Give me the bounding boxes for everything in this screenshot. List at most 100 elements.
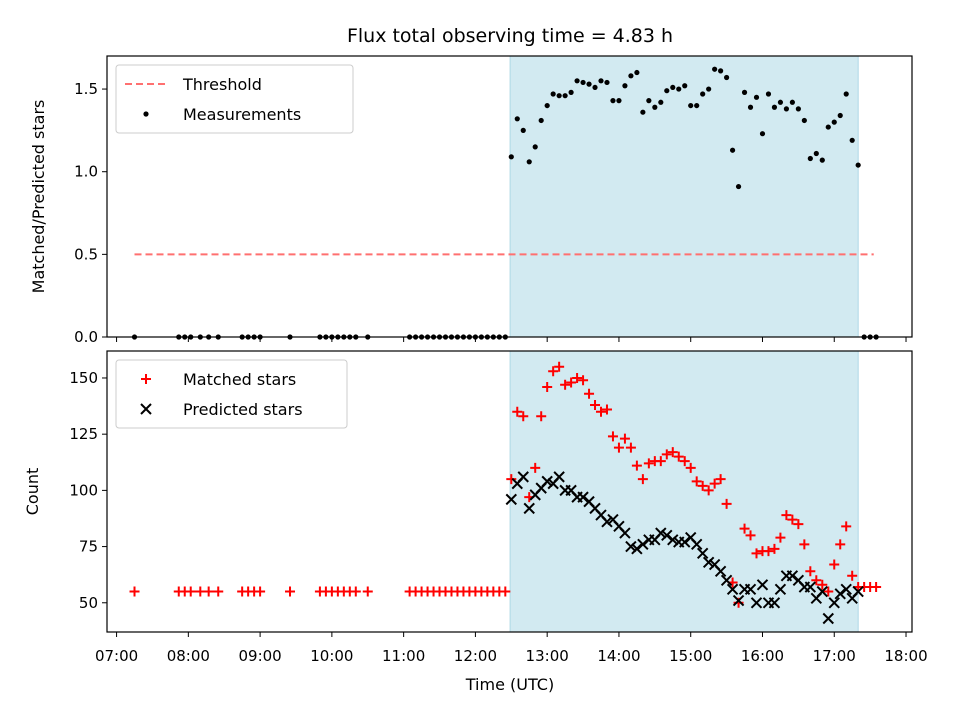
data-point	[759, 131, 766, 137]
data-point	[526, 159, 532, 165]
data-point	[255, 586, 266, 597]
data-point	[622, 83, 628, 89]
data-point	[753, 94, 760, 100]
data-point	[129, 586, 140, 597]
data-point	[702, 556, 715, 569]
data-point	[829, 559, 840, 570]
data-point	[572, 372, 583, 383]
x-tick-label: 17:00	[813, 647, 856, 665]
data-point	[849, 137, 855, 143]
data-point	[661, 529, 673, 542]
data-point	[739, 523, 750, 534]
ratio-axes-frame	[106, 55, 913, 338]
data-point	[775, 532, 786, 543]
data-point	[601, 404, 612, 415]
data-point	[795, 106, 801, 112]
data-point	[801, 117, 807, 124]
data-point	[763, 546, 774, 557]
y-tick-label: 75	[79, 538, 98, 556]
data-point	[542, 381, 553, 392]
data-point	[530, 462, 541, 473]
legend-label: Matched stars	[183, 370, 296, 389]
y-tick-label: 150	[69, 369, 98, 387]
data-point	[769, 543, 780, 554]
data-point	[213, 586, 224, 597]
data-point	[652, 104, 658, 110]
data-point	[556, 93, 562, 99]
data-point	[538, 117, 544, 124]
count-legend: Matched stars Predicted stars	[115, 359, 348, 429]
x-tick-label: 16:00	[741, 647, 784, 665]
x-tick-label: 18:00	[884, 647, 927, 665]
ratio-plot-area	[131, 55, 879, 340]
data-point	[667, 534, 679, 546]
y-tick-label: 1.0	[74, 163, 98, 181]
data-point	[843, 91, 849, 97]
data-point	[685, 462, 696, 473]
ratio-legend: Threshold Measurements	[115, 64, 354, 134]
data-point	[505, 493, 518, 506]
data-point	[646, 98, 652, 104]
data-point	[744, 583, 757, 595]
data-point	[804, 581, 817, 593]
data-point	[625, 540, 637, 553]
data-point	[619, 433, 630, 444]
data-point	[655, 456, 666, 467]
data-point	[596, 406, 607, 417]
observing-window	[509, 350, 859, 633]
data-point	[811, 575, 822, 586]
data-point	[745, 530, 756, 541]
data-point	[195, 586, 206, 597]
data-point	[592, 84, 598, 91]
data-point	[852, 585, 864, 598]
y-tick-label: 1.5	[74, 80, 98, 98]
data-point	[813, 150, 819, 157]
y-tick-label: 0.0	[74, 328, 98, 346]
data-point	[805, 566, 816, 577]
x-tick-label: 07:00	[95, 647, 138, 665]
data-point	[285, 586, 296, 597]
data-point	[667, 447, 678, 458]
data-point	[709, 478, 720, 489]
data-point	[514, 116, 520, 122]
data-point	[682, 83, 688, 89]
data-point	[590, 399, 601, 410]
data-point	[586, 81, 592, 87]
data-point	[822, 612, 834, 625]
data-point	[548, 366, 559, 377]
data-point	[517, 471, 529, 483]
data-point	[751, 548, 762, 559]
data-point	[855, 162, 861, 168]
data-point	[706, 86, 712, 92]
data-point	[637, 474, 648, 485]
x-tick-label: 08:00	[167, 647, 210, 665]
data-point	[619, 527, 631, 539]
data-point	[697, 480, 708, 491]
series-predicted-stars	[505, 471, 864, 625]
data-point	[783, 106, 790, 112]
data-point	[508, 154, 514, 160]
data-point	[741, 89, 748, 95]
legend-swatch	[141, 374, 151, 384]
count-panel: 50 75 100 125 150 07:00 08:00 09:00 10:00 11:00 1…	[23, 350, 928, 665]
legend-label: Threshold	[182, 75, 262, 94]
data-point	[536, 411, 547, 422]
data-point	[550, 91, 556, 97]
data-point	[628, 73, 634, 79]
data-point	[631, 460, 642, 471]
data-point	[825, 124, 831, 130]
data-point	[712, 66, 718, 72]
data-point	[580, 79, 586, 86]
data-point	[718, 68, 724, 74]
data-point	[720, 574, 733, 587]
data-point	[786, 570, 799, 582]
data-point	[607, 431, 618, 442]
data-point	[544, 102, 550, 109]
ratio-y-axis: 0.0 0.5 1.0 1.5	[74, 80, 107, 346]
y-tick-label: 125	[69, 425, 98, 443]
data-point	[729, 147, 736, 153]
x-tick-label: 14:00	[597, 647, 640, 665]
data-point	[584, 388, 595, 399]
data-point	[726, 583, 739, 595]
data-point	[723, 74, 730, 81]
